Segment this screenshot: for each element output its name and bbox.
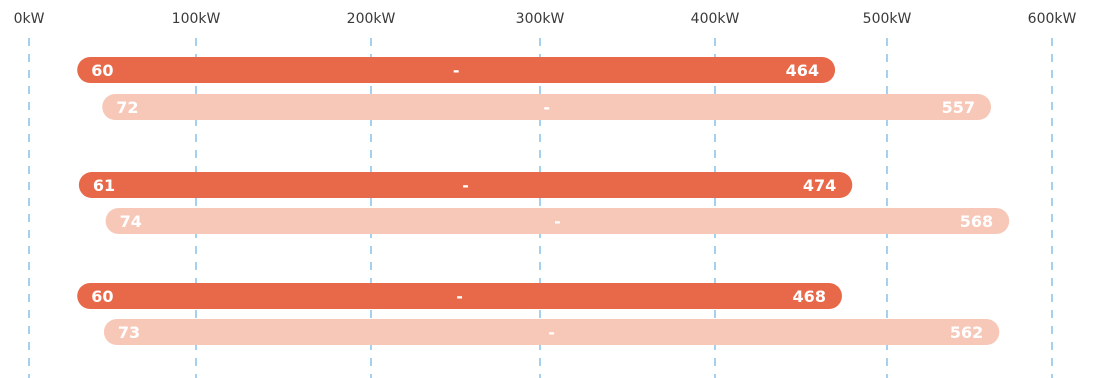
x-tick-label: 100kW xyxy=(172,11,221,27)
bar-end-label: 464 xyxy=(786,61,819,80)
bar-start-label: 72 xyxy=(116,98,138,117)
range-bar xyxy=(103,319,1000,345)
x-tick-label: 300kW xyxy=(516,11,565,27)
bar-separator: - xyxy=(548,323,555,342)
bar-start-label: 60 xyxy=(91,61,113,80)
bar-start-label: 60 xyxy=(91,287,113,306)
range-bar xyxy=(105,208,1010,234)
bar-separator: - xyxy=(453,61,460,80)
bar-end-label: 557 xyxy=(942,98,975,117)
bar-start-label: 73 xyxy=(118,323,140,342)
range-bar xyxy=(77,57,836,83)
range-bar xyxy=(102,94,992,120)
range-bar xyxy=(77,283,842,309)
bar-start-label: 74 xyxy=(120,212,142,231)
bar-start-label: 61 xyxy=(93,176,115,195)
x-tick-label: 500kW xyxy=(863,11,912,27)
bar-end-label: 562 xyxy=(950,323,983,342)
x-tick-label: 600kW xyxy=(1028,11,1077,27)
bar-separator: - xyxy=(554,212,561,231)
bar-end-label: 468 xyxy=(793,287,826,306)
bars-layer: 60 - 464 72 - 557 61 - 474 74 - 568 60 - 468 73 - 562 xyxy=(77,57,1010,345)
bar-end-label: 474 xyxy=(803,176,836,195)
bar-end-label: 568 xyxy=(960,212,993,231)
x-axis-ticks: 0kW 100kW 200kW 300kW 400kW 500kW 600kW xyxy=(14,11,1077,27)
bar-separator: - xyxy=(543,98,550,117)
bar-separator: - xyxy=(456,287,463,306)
x-tick-label: 400kW xyxy=(691,11,740,27)
bar-separator: - xyxy=(462,176,469,195)
x-tick-label: 200kW xyxy=(347,11,396,27)
x-tick-label: 0kW xyxy=(14,11,45,27)
range-bar xyxy=(78,172,853,198)
